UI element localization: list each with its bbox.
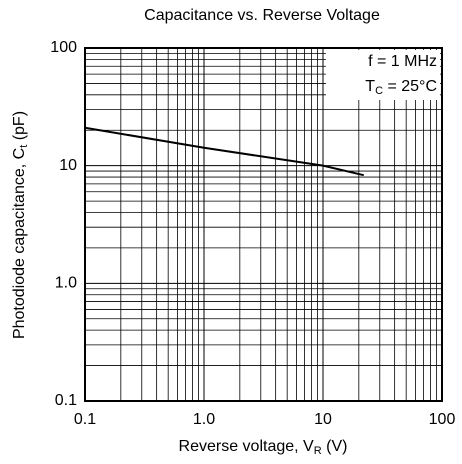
data-line: [84, 126, 364, 177]
annotation-box: [326, 50, 440, 100]
x-tick-label: 0.1: [74, 411, 96, 428]
x-axis-label: Reverse voltage, VR (V): [179, 438, 348, 457]
plot-frame: [84, 47, 443, 402]
chart-title: Capacitance vs. Reverse Voltage: [144, 7, 380, 24]
y-axis-label: Photodiode capacitance, Ct (pF): [11, 111, 30, 339]
y-tick-label: 100: [50, 39, 77, 56]
annotation: f = 1 MHz: [368, 53, 437, 70]
annotation: TC = 25°C: [365, 78, 437, 97]
y-tick-label: 1.0: [55, 275, 77, 292]
x-tick-label: 100: [429, 411, 456, 428]
x-tick-label: 1.0: [193, 411, 215, 428]
y-tick-label: 0.1: [55, 392, 77, 409]
y-tick-label: 10: [59, 157, 77, 174]
x-tick-label: 10: [314, 411, 332, 428]
